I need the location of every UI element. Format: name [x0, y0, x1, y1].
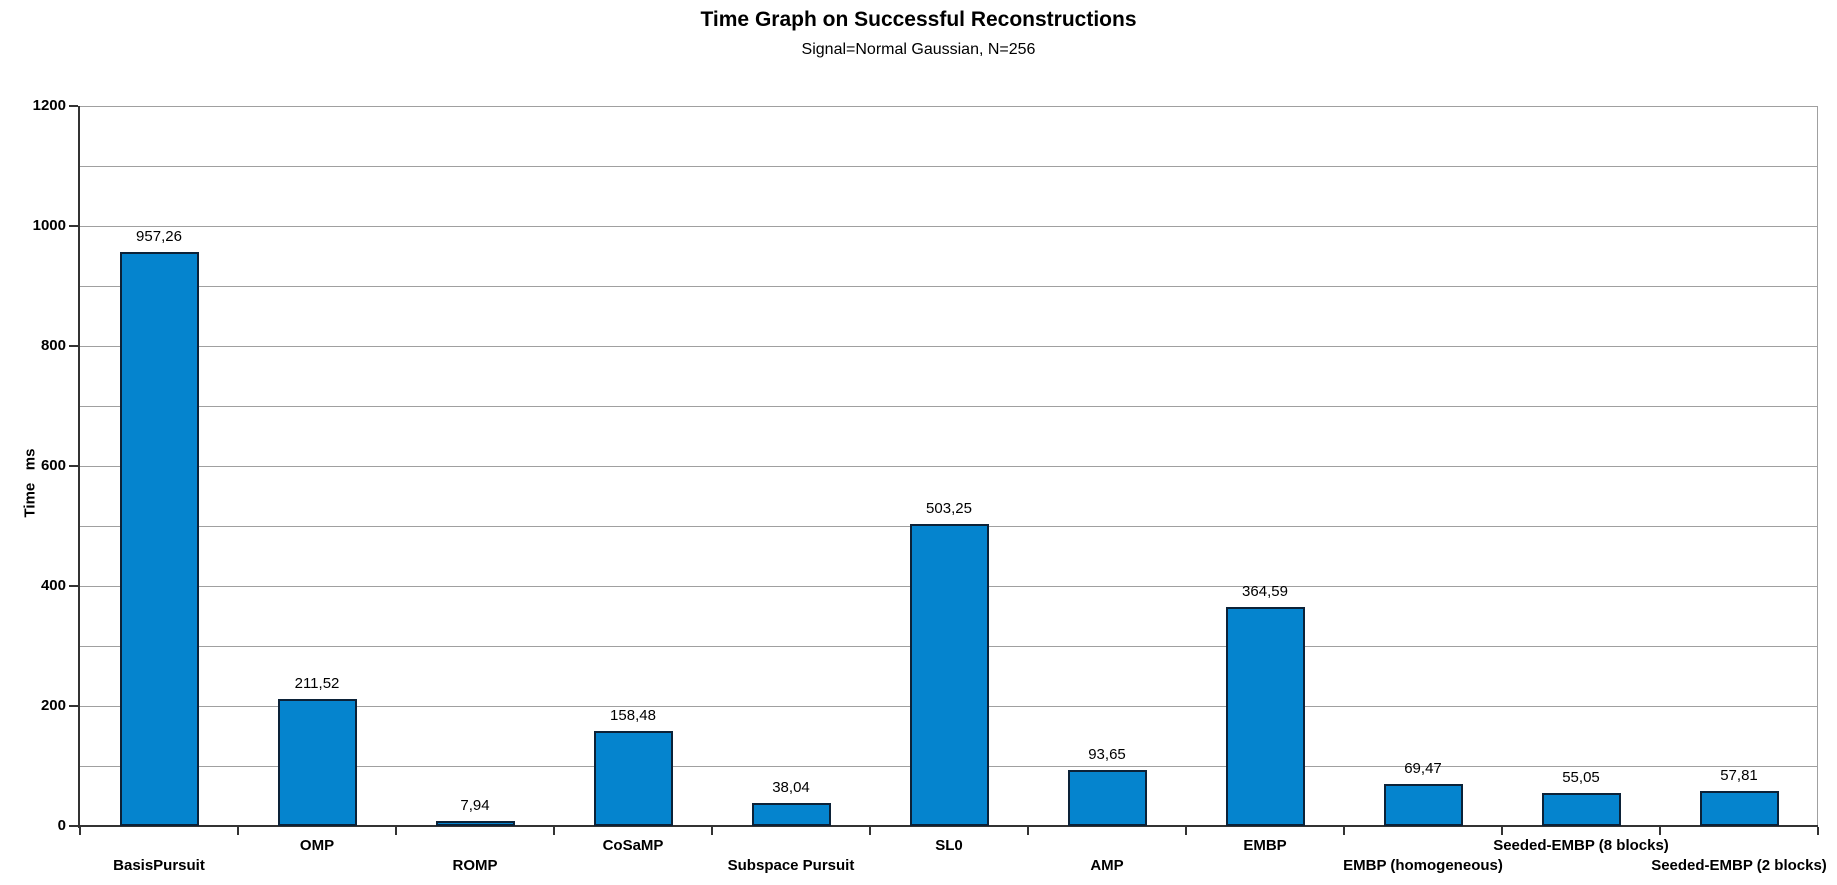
category-label: BasisPursuit [113, 857, 205, 874]
x-tick [1343, 827, 1345, 835]
gridline [80, 106, 1818, 107]
y-tick [69, 105, 78, 107]
bar-value-label: 57,81 [1720, 767, 1758, 784]
gridline [80, 226, 1818, 227]
x-tick [395, 827, 397, 835]
bar [910, 524, 989, 826]
x-tick [1659, 827, 1661, 835]
bar [120, 252, 199, 826]
y-tick [69, 345, 78, 347]
category-label: EMBP [1243, 837, 1287, 854]
y-tick-label: 1000 [32, 217, 66, 234]
bar-value-label: 364,59 [1242, 583, 1288, 600]
bar-value-label: 211,52 [294, 675, 340, 692]
bar-value-label: 7,94 [460, 797, 490, 814]
y-tick [69, 225, 78, 227]
category-label: Seeded-EMBP (2 blocks) [1651, 857, 1827, 874]
plot-right-border [1817, 106, 1818, 826]
y-tick-label: 800 [40, 337, 66, 354]
bar [278, 699, 357, 826]
y-tick [69, 465, 78, 467]
category-label: Subspace Pursuit [727, 857, 855, 874]
bar [1542, 793, 1621, 826]
gridline [80, 466, 1818, 467]
chart-subtitle: Signal=Normal Gaussian, N=256 [801, 41, 1036, 58]
bar-value-label: 957,26 [136, 228, 182, 245]
bar-value-label: 38,04 [772, 779, 810, 796]
x-tick [1501, 827, 1503, 835]
y-tick-label: 400 [40, 577, 66, 594]
y-tick [69, 825, 78, 827]
bar [1226, 607, 1305, 826]
x-tick [79, 827, 81, 835]
y-tick-label: 1200 [32, 97, 66, 114]
bar-value-label: 158,48 [610, 707, 656, 724]
bar [752, 803, 831, 826]
x-tick [553, 827, 555, 835]
x-axis-line [78, 825, 1818, 827]
category-label: ROMP [452, 857, 498, 874]
y-tick-label: 200 [40, 697, 66, 714]
bar-value-label: 503,25 [926, 500, 972, 517]
bar [1384, 784, 1463, 826]
category-label: Seeded-EMBP (8 blocks) [1493, 837, 1669, 854]
x-tick [1027, 827, 1029, 835]
y-tick-label: 600 [40, 457, 66, 474]
gridline [80, 406, 1818, 407]
x-tick [237, 827, 239, 835]
bar [1068, 770, 1147, 826]
bar [436, 821, 515, 826]
category-label: AMP [1090, 857, 1124, 874]
gridline [80, 346, 1818, 347]
bar [1700, 791, 1779, 826]
y-axis-line [78, 106, 80, 828]
x-tick [869, 827, 871, 835]
x-tick [711, 827, 713, 835]
category-label: SL0 [935, 837, 963, 854]
x-tick [1817, 827, 1819, 835]
category-label: CoSaMP [602, 837, 664, 854]
gridline [80, 286, 1818, 287]
chart-title: Time Graph on Successful Reconstructions [700, 8, 1137, 31]
bar-value-label: 93,65 [1088, 746, 1126, 763]
x-tick [1185, 827, 1187, 835]
bar [594, 731, 673, 826]
y-tick [69, 705, 78, 707]
y-tick-label: 0 [57, 817, 66, 834]
y-tick [69, 585, 78, 587]
category-label: OMP [299, 837, 335, 854]
category-label: EMBP (homogeneous) [1343, 857, 1503, 874]
bar-value-label: 69,47 [1404, 760, 1442, 777]
bar-value-label: 55,05 [1562, 769, 1600, 786]
gridline [80, 166, 1818, 167]
